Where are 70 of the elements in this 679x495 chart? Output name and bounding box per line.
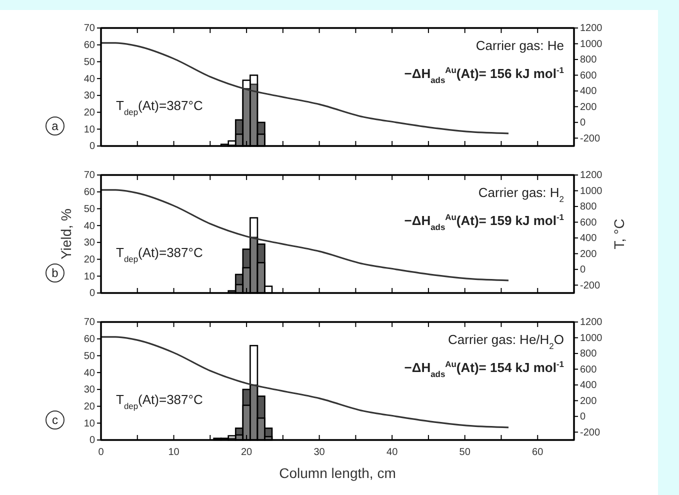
annotation: T$_{dep}$(At)=387°C xyxy=(116,245,203,264)
x-tick-label: 10 xyxy=(168,447,180,458)
annotation: Carrier gas: He xyxy=(476,38,564,53)
y2-tick-label: -200 xyxy=(580,280,600,292)
y2-tick-label: -200 xyxy=(580,427,600,438)
y2-tick-label: 400 xyxy=(580,233,598,244)
y-axis-title: Yield, % xyxy=(58,208,74,260)
y-tick-label: 60 xyxy=(84,40,96,52)
y-tick-label: 50 xyxy=(84,350,96,362)
y-tick-label: 50 xyxy=(84,56,96,68)
y-tick-label: 0 xyxy=(89,435,96,446)
x-tick-label: 20 xyxy=(240,447,253,458)
y2-tick-label: 1000 xyxy=(580,332,603,344)
y2-axis-title: T, °C xyxy=(611,218,627,250)
y2-tick-label: 800 xyxy=(580,202,598,213)
y2-tick-label: 600 xyxy=(580,217,598,228)
y-tick-label: 30 xyxy=(84,384,96,396)
x-axis-title: Column length, cm xyxy=(279,465,396,481)
y2-tick-label: 800 xyxy=(580,54,598,66)
annotation: T$_{dep}$(At)=387°C xyxy=(116,392,203,411)
y2-tick-label: 1200 xyxy=(580,23,603,34)
y2-tick-label: 0 xyxy=(580,118,586,129)
y-tick-label: 20 xyxy=(84,254,96,266)
y2-tick-label: 0 xyxy=(580,264,586,276)
y-tick-label: 60 xyxy=(84,187,96,198)
y-tick-label: 70 xyxy=(84,170,96,182)
y-tick-label: 40 xyxy=(84,368,96,379)
x-tick-label: 60 xyxy=(532,447,544,458)
y-tick-label: 70 xyxy=(84,23,96,34)
annotation: Carrier gas: He/H$_{2}$O xyxy=(448,332,564,351)
y-tick-label: 50 xyxy=(84,204,96,215)
x-tick-label: 0 xyxy=(98,447,104,458)
text: b xyxy=(52,266,59,280)
y-tick-label: 40 xyxy=(84,220,96,232)
text: a xyxy=(52,119,59,133)
y-tick-label: 20 xyxy=(84,107,96,118)
annotation: Carrier gas: H$_{2}$ xyxy=(478,185,564,204)
x-tick-label: 50 xyxy=(459,447,471,458)
y2-tick-label: 0 xyxy=(580,412,586,423)
y2-tick-label: 400 xyxy=(580,380,598,392)
y2-tick-label: 600 xyxy=(580,364,598,376)
y-tick-label: 0 xyxy=(89,288,96,300)
y2-tick-label: -200 xyxy=(580,133,600,144)
text: c xyxy=(52,413,58,427)
y2-tick-label: 1200 xyxy=(580,170,603,182)
annotation: −ΔH$_{ads}$$^{Au}$(At)= 154 kJ mol$^{-1}$ xyxy=(404,359,564,379)
y2-tick-label: 200 xyxy=(580,396,598,407)
y-tick-label: 20 xyxy=(84,401,96,412)
annotation: −ΔH$_{ads}$$^{Au}$(At)= 156 kJ mol$^{-1}$ xyxy=(404,65,564,85)
x-tick-label: 30 xyxy=(314,447,326,458)
annotation: −ΔH$_{ads}$$^{Au}$(At)= 159 kJ mol$^{-1}$ xyxy=(404,212,564,232)
y-tick-label: 10 xyxy=(84,418,96,430)
x-tick-label: 40 xyxy=(386,447,398,458)
y2-tick-label: 600 xyxy=(580,70,598,82)
y-tick-label: 60 xyxy=(84,334,96,346)
y2-tick-label: 200 xyxy=(580,248,598,260)
y-tick-label: 30 xyxy=(84,90,96,102)
y-tick-label: 0 xyxy=(89,141,96,152)
annotation: T$_{dep}$(At)=387°C xyxy=(116,98,203,117)
y-tick-label: 40 xyxy=(84,74,96,85)
y2-tick-label: 1200 xyxy=(580,317,603,328)
y-tick-label: 30 xyxy=(84,238,96,249)
y2-tick-label: 200 xyxy=(580,102,598,113)
y2-tick-label: 1000 xyxy=(580,38,603,50)
y-tick-label: 70 xyxy=(84,317,96,328)
y-tick-label: 10 xyxy=(84,271,96,282)
y2-tick-label: 1000 xyxy=(580,186,603,197)
y2-tick-label: 800 xyxy=(580,348,598,360)
y2-tick-label: 400 xyxy=(580,86,598,98)
y-tick-label: 10 xyxy=(84,124,96,136)
